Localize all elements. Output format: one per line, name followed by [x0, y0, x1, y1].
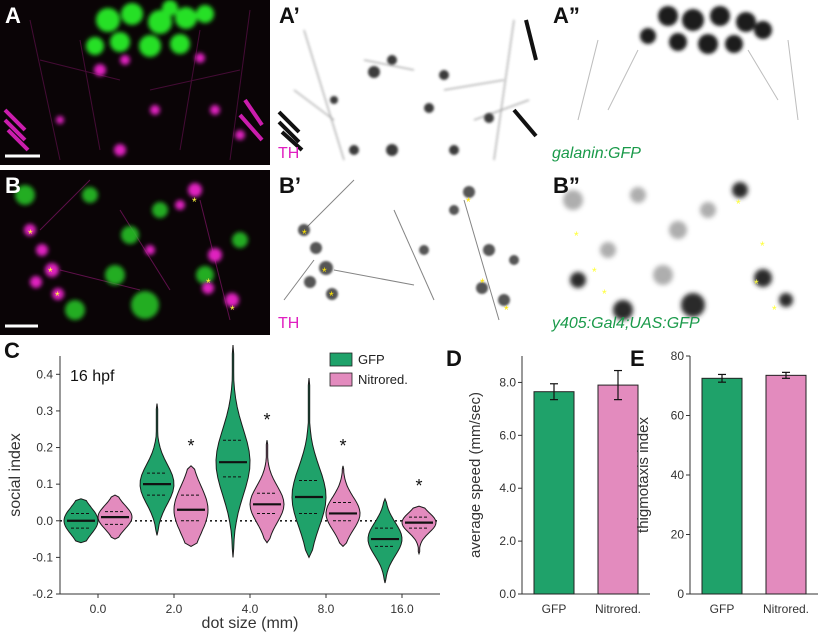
th-caption-b: TH	[278, 315, 300, 332]
asterisk-markers: *** ***	[28, 195, 235, 317]
violin-nitrored-8.0	[325, 465, 361, 548]
svg-text:*: *	[772, 303, 777, 317]
svg-text:*: *	[602, 287, 607, 301]
y-axis-label-e: thigmotaxis index	[635, 417, 652, 533]
y-tick-label: 2.0	[499, 534, 516, 548]
violin-gfp-2.0	[139, 403, 175, 536]
significance-asterisk: *	[415, 476, 422, 496]
y-tick-label-c: -0.1	[32, 550, 53, 564]
legend-swatch-nitrored	[329, 372, 353, 387]
violin-gfp-8.0	[291, 377, 327, 559]
bar-gfp	[533, 391, 575, 595]
svg-text:*: *	[754, 277, 759, 291]
significance-asterisk: *	[187, 436, 194, 456]
panel-b-merged-image: * * * * * * B	[0, 170, 270, 335]
svg-text:*: *	[504, 303, 509, 317]
legend-label: Nitrored.	[358, 372, 408, 387]
significance-asterisk: *	[339, 436, 346, 456]
y-tick-label-c: 0.2	[36, 441, 53, 455]
panel-b1-th-image: * * * * * * B’ TH	[274, 170, 544, 335]
y-tick-label-c: 0.1	[36, 477, 53, 491]
panel-a2-galanin-image: A” galanin:GFP	[548, 0, 820, 165]
y-tick-label-c: 0.0	[36, 514, 53, 528]
x-tick-label: Nitrored.	[595, 602, 641, 616]
panel-label-b: B	[5, 173, 21, 198]
panel-a1-th-image: A’ TH	[274, 0, 544, 165]
svg-text:*: *	[230, 303, 235, 317]
x-tick-label-c: 0.0	[90, 602, 107, 616]
x-tick-label: GFP	[710, 602, 735, 616]
violin-gfp-16.0	[367, 497, 403, 584]
x-axis-label-c: dot size (mm)	[202, 615, 299, 632]
x-tick-label-c: 4.0	[242, 602, 259, 616]
asterisk-markers: * * * * * * *	[574, 197, 777, 317]
svg-text:*: *	[592, 265, 597, 279]
annotation-hpf: 16 hpf	[70, 368, 115, 385]
bar-nitrored	[765, 374, 807, 595]
violin-gfp-4.0	[215, 344, 251, 558]
svg-text:*: *	[28, 227, 33, 241]
svg-text:*: *	[192, 195, 197, 209]
panel-a2-micrograph	[577, 6, 799, 121]
panel-b2-micrograph: * * * * * * *	[563, 182, 793, 320]
svg-text:*: *	[574, 229, 579, 243]
y-axis-label-c: social index	[7, 433, 24, 517]
panel-label-a1: A’	[279, 3, 300, 28]
svg-text:*: *	[302, 227, 307, 241]
y-tick-label: 8.0	[499, 375, 516, 389]
panel-label-b1: B’	[279, 173, 301, 198]
svg-text:*: *	[329, 289, 334, 303]
x-tick-label: Nitrored.	[763, 602, 809, 616]
y-tick-label: 80	[671, 349, 685, 363]
panel-b1-micrograph: *** ***	[283, 179, 519, 321]
svg-text:*: *	[55, 289, 60, 303]
bar-nitrored	[597, 384, 639, 595]
y405-gfp-caption: y405:Gal4;UAS:GFP	[552, 315, 700, 332]
y-tick-label: 6.0	[499, 428, 516, 442]
x-tick-label-c: 16.0	[390, 602, 414, 616]
legend-label: GFP	[358, 352, 385, 367]
bar-gfp	[701, 377, 743, 595]
panel-label-b2: B”	[553, 173, 580, 198]
x-tick-label-c: 2.0	[166, 602, 183, 616]
y-tick-label: 60	[671, 409, 685, 423]
y-tick-label: 20	[671, 528, 685, 542]
panel-b-micrograph: *** ***	[5, 179, 248, 328]
svg-text:*: *	[736, 197, 741, 211]
svg-text:*: *	[480, 276, 485, 290]
panel-label-e: E	[630, 346, 645, 371]
panel-label-d: D	[446, 346, 462, 371]
svg-text:*: *	[466, 195, 471, 209]
asterisk-markers: *** ***	[302, 195, 509, 317]
significance-asterisk: *	[263, 410, 270, 430]
x-tick-label: GFP	[542, 602, 567, 616]
y-tick-label: 0	[677, 587, 684, 601]
y-tick-label: 0.0	[499, 587, 516, 601]
galanin-gfp-caption: galanin:GFP	[552, 145, 641, 162]
y-tick-label: 40	[671, 468, 685, 482]
panel-a-merged-image: A	[0, 0, 270, 165]
x-tick-label-c: 8.0	[318, 602, 335, 616]
panel-label-c: C	[4, 338, 20, 363]
svg-text:*: *	[760, 239, 765, 253]
th-caption: TH	[278, 145, 300, 162]
panel-label-a2: A”	[553, 3, 580, 28]
legend-swatch-gfp	[329, 352, 353, 367]
y-tick-label: 4.0	[499, 481, 516, 495]
panel-b2-y405-image: * * * * * * * B” y405:Gal4;UAS:GFP	[548, 170, 820, 335]
y-tick-label-c: -0.2	[32, 587, 53, 601]
violin-nitrored-4.0	[249, 440, 285, 544]
panel-a1-micrograph	[277, 19, 538, 161]
panel-label-a: A	[5, 3, 21, 28]
svg-text:*: *	[206, 276, 211, 290]
panel-a-micrograph	[3, 0, 264, 161]
violin-nitrored-16.0	[401, 505, 437, 556]
svg-text:*: *	[48, 265, 53, 279]
svg-text:*: *	[322, 265, 327, 279]
y-axis-label-d: average speed (mm/sec)	[467, 392, 484, 558]
y-tick-label-c: 0.4	[36, 367, 53, 381]
violin-nitrored-2.0	[173, 465, 209, 547]
charts-area: C -0.2 -0.1 0.0 0.1 0.2 0.3 0.4 social index dot …	[4, 338, 818, 632]
y-tick-label-c: 0.3	[36, 404, 53, 418]
